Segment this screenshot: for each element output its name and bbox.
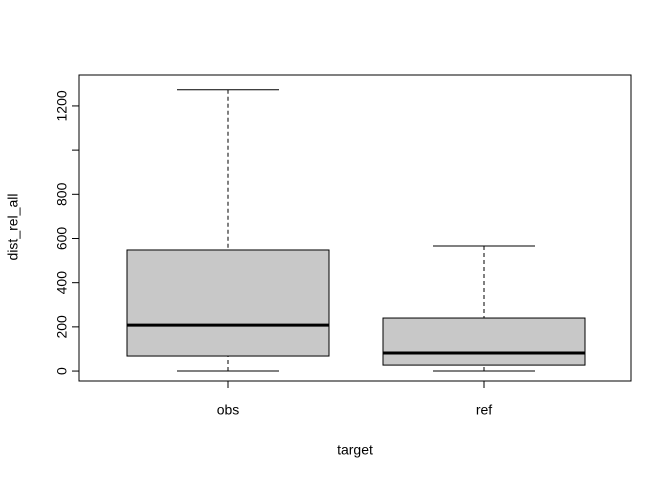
y-tick-label: 1200 bbox=[54, 90, 70, 121]
x-tick-label: obs bbox=[217, 402, 240, 418]
box bbox=[382, 317, 586, 366]
y-tick-label: 400 bbox=[54, 271, 70, 295]
plot-frame bbox=[78, 74, 632, 382]
y-tick-label: 600 bbox=[54, 227, 70, 251]
x-axis-label: target bbox=[337, 442, 373, 458]
box bbox=[126, 249, 330, 357]
y-tick-label: 0 bbox=[54, 367, 70, 375]
y-axis-label: dist_rel_all bbox=[5, 194, 21, 261]
x-tick-label: ref bbox=[476, 402, 492, 418]
y-tick-label: 800 bbox=[54, 182, 70, 206]
y-tick-label: 200 bbox=[54, 315, 70, 339]
